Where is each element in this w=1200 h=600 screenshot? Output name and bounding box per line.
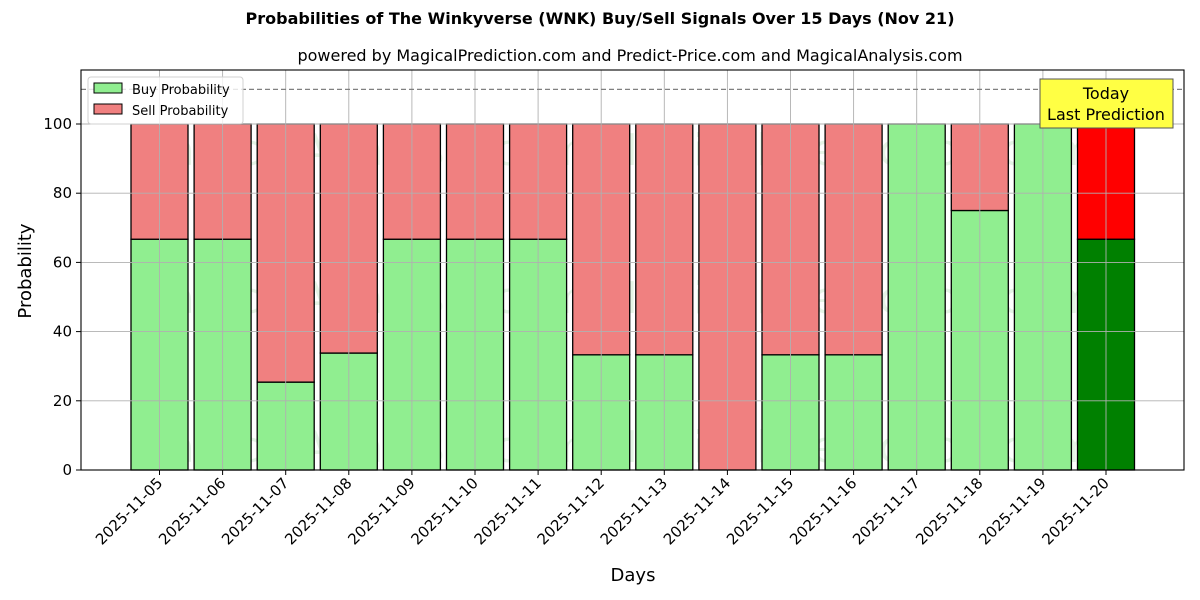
x-tick-label: 2025-11-13 [597,474,671,548]
today-annotation: Today Last Prediction [1039,78,1174,129]
y-tick-label: 80 [53,184,72,202]
legend: Buy Probability Sell Probability [87,76,244,125]
y-axis-label: Probability [15,223,36,318]
annotation-box [1039,78,1174,129]
chart-subtitle: powered by MagicalPrediction.com and Pre… [297,46,963,65]
x-tick-label: 2025-11-11 [471,474,545,548]
y-tick-label: 40 [53,323,72,341]
x-tick-label: 2025-11-10 [407,474,481,548]
chart-title: Probabilities of The Winkyverse (WNK) Bu… [245,9,955,28]
x-tick-label: 2025-11-14 [660,474,734,548]
y-tick-label: 0 [62,461,72,479]
plot-frame [80,69,1185,471]
x-tick-label: 2025-11-12 [534,474,608,548]
legend-box [87,76,244,125]
x-tick-label: 2025-11-20 [1038,474,1112,548]
x-tick-label: 2025-11-19 [975,474,1049,548]
x-tick-label: 2025-11-16 [786,474,860,548]
x-tick-label: 2025-11-18 [912,474,986,548]
y-tick-label: 20 [53,392,72,410]
x-tick-label: 2025-11-07 [218,474,292,548]
x-tick-label: 2025-11-06 [155,474,229,548]
x-tick-label: 2025-11-15 [723,474,797,548]
x-tick-label: 2025-11-08 [281,474,355,548]
y-tick-label: 60 [53,253,72,271]
x-tick-label: 2025-11-05 [92,474,166,548]
legend-label-buy: Buy Probability [132,83,230,98]
legend-label-sell: Sell Probability [132,104,229,119]
x-axis-label: Days [611,565,656,586]
legend-swatch-sell [93,103,123,115]
y-tick-label: 100 [43,115,72,133]
x-tick-label: 2025-11-17 [849,474,923,548]
annotation-line2: Last Prediction [1047,105,1165,124]
bar-group-2025-11-06 [193,123,252,471]
legend-swatch-buy [93,82,123,94]
x-tick-label: 2025-11-09 [344,474,418,548]
annotation-line1: Today [1082,84,1129,103]
